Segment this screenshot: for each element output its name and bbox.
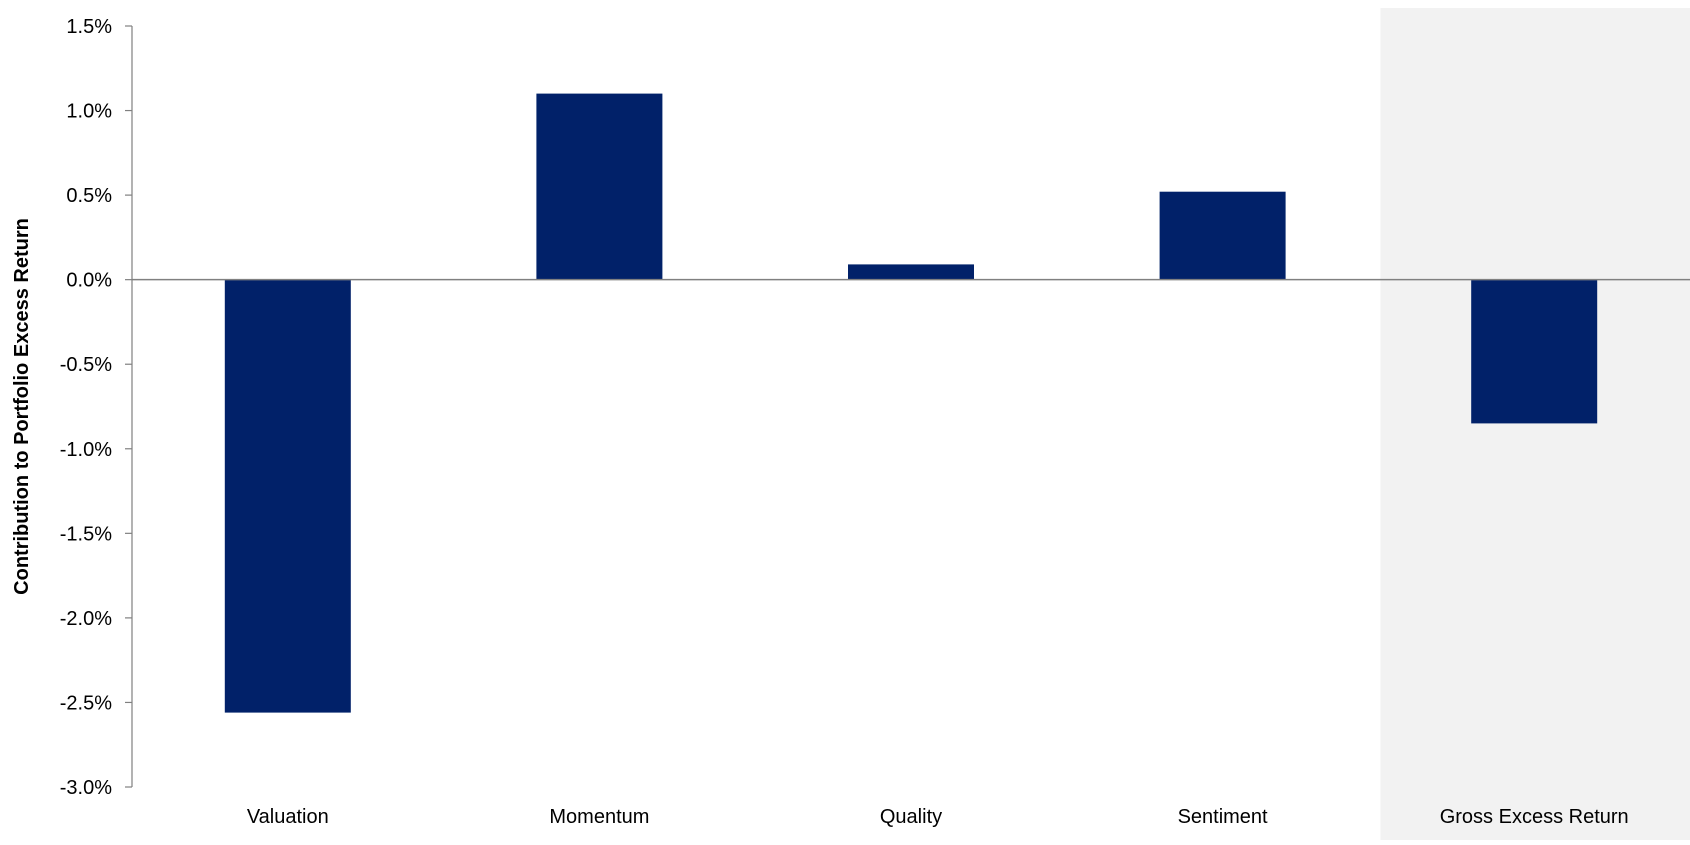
- bar-gross-excess-return: [1471, 279, 1598, 424]
- y-tick-label: -0.5%: [60, 354, 112, 376]
- bar-quality: [848, 264, 974, 280]
- y-tick-label: 0.5%: [66, 185, 112, 207]
- y-tick-label: -2.0%: [60, 608, 112, 630]
- y-tick-label: -2.5%: [60, 692, 112, 714]
- bar-sentiment: [1159, 191, 1286, 280]
- y-tick-label: 1.0%: [66, 101, 112, 123]
- bar-momentum: [536, 93, 663, 280]
- x-category-label: Momentum: [549, 806, 649, 828]
- y-axis-title: Contribution to Portfolio Excess Return: [11, 218, 33, 595]
- y-tick-label: 1.5%: [66, 16, 112, 38]
- x-category-label: Gross Excess Return: [1440, 806, 1629, 828]
- x-category-label: Valuation: [247, 806, 329, 828]
- y-tick-label: 0.0%: [66, 270, 112, 292]
- y-tick-label: -1.0%: [60, 439, 112, 461]
- x-category-label: Quality: [880, 806, 942, 828]
- y-tick-label: -3.0%: [60, 777, 112, 799]
- highlight-band: [1380, 8, 1690, 840]
- x-category-label: Sentiment: [1178, 806, 1268, 828]
- y-tick-label: -1.5%: [60, 523, 112, 545]
- bar-valuation: [224, 279, 351, 713]
